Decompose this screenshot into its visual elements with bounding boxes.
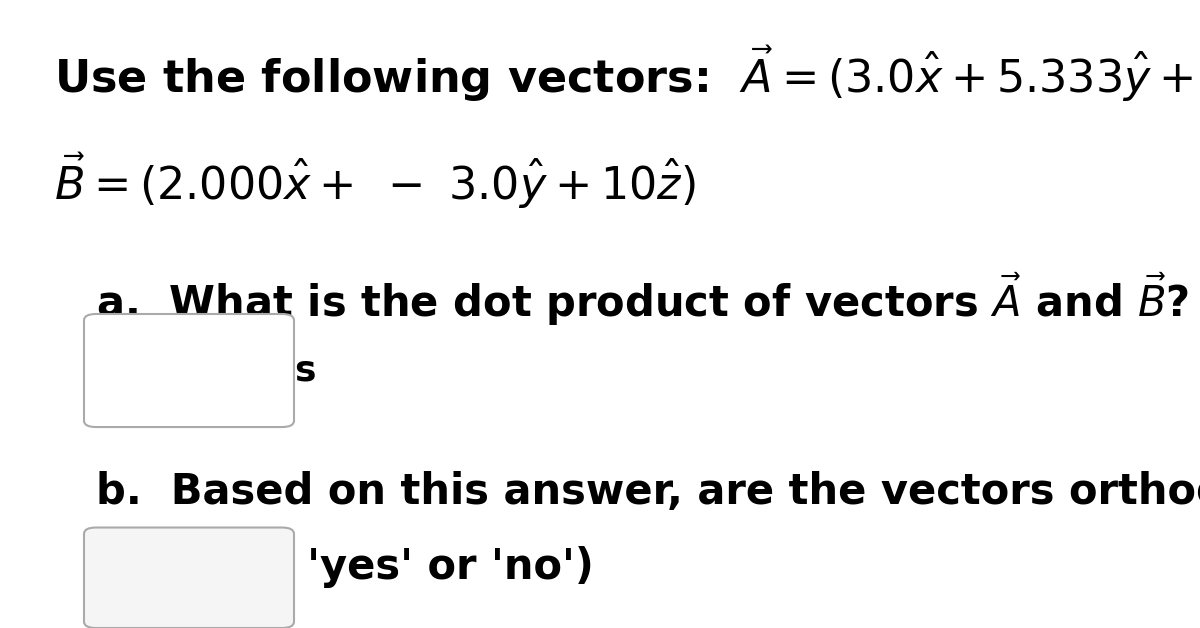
- Text: Use the following vectors:  $\vec{A} = (3.0\hat{x} + 5.333\hat{y} + \hat{z}),$: Use the following vectors: $\vec{A} = (3…: [54, 44, 1200, 104]
- Text: s: s: [294, 354, 316, 387]
- Text: a.  What is the dot product of vectors $\vec{A}$ and $\vec{B}$?: a. What is the dot product of vectors $\…: [96, 270, 1189, 328]
- Text: (type 'yes' or 'no'): (type 'yes' or 'no'): [96, 546, 594, 588]
- Text: $\vec{B} = (2.000\hat{x} + \ - \ 3.0\hat{y} + 10\hat{z})$: $\vec{B} = (2.000\hat{x} + \ - \ 3.0\hat…: [54, 151, 696, 211]
- Text: b.  Based on this answer, are the vectors orthoganal?: b. Based on this answer, are the vectors…: [96, 471, 1200, 513]
- FancyBboxPatch shape: [84, 314, 294, 427]
- FancyBboxPatch shape: [84, 528, 294, 628]
